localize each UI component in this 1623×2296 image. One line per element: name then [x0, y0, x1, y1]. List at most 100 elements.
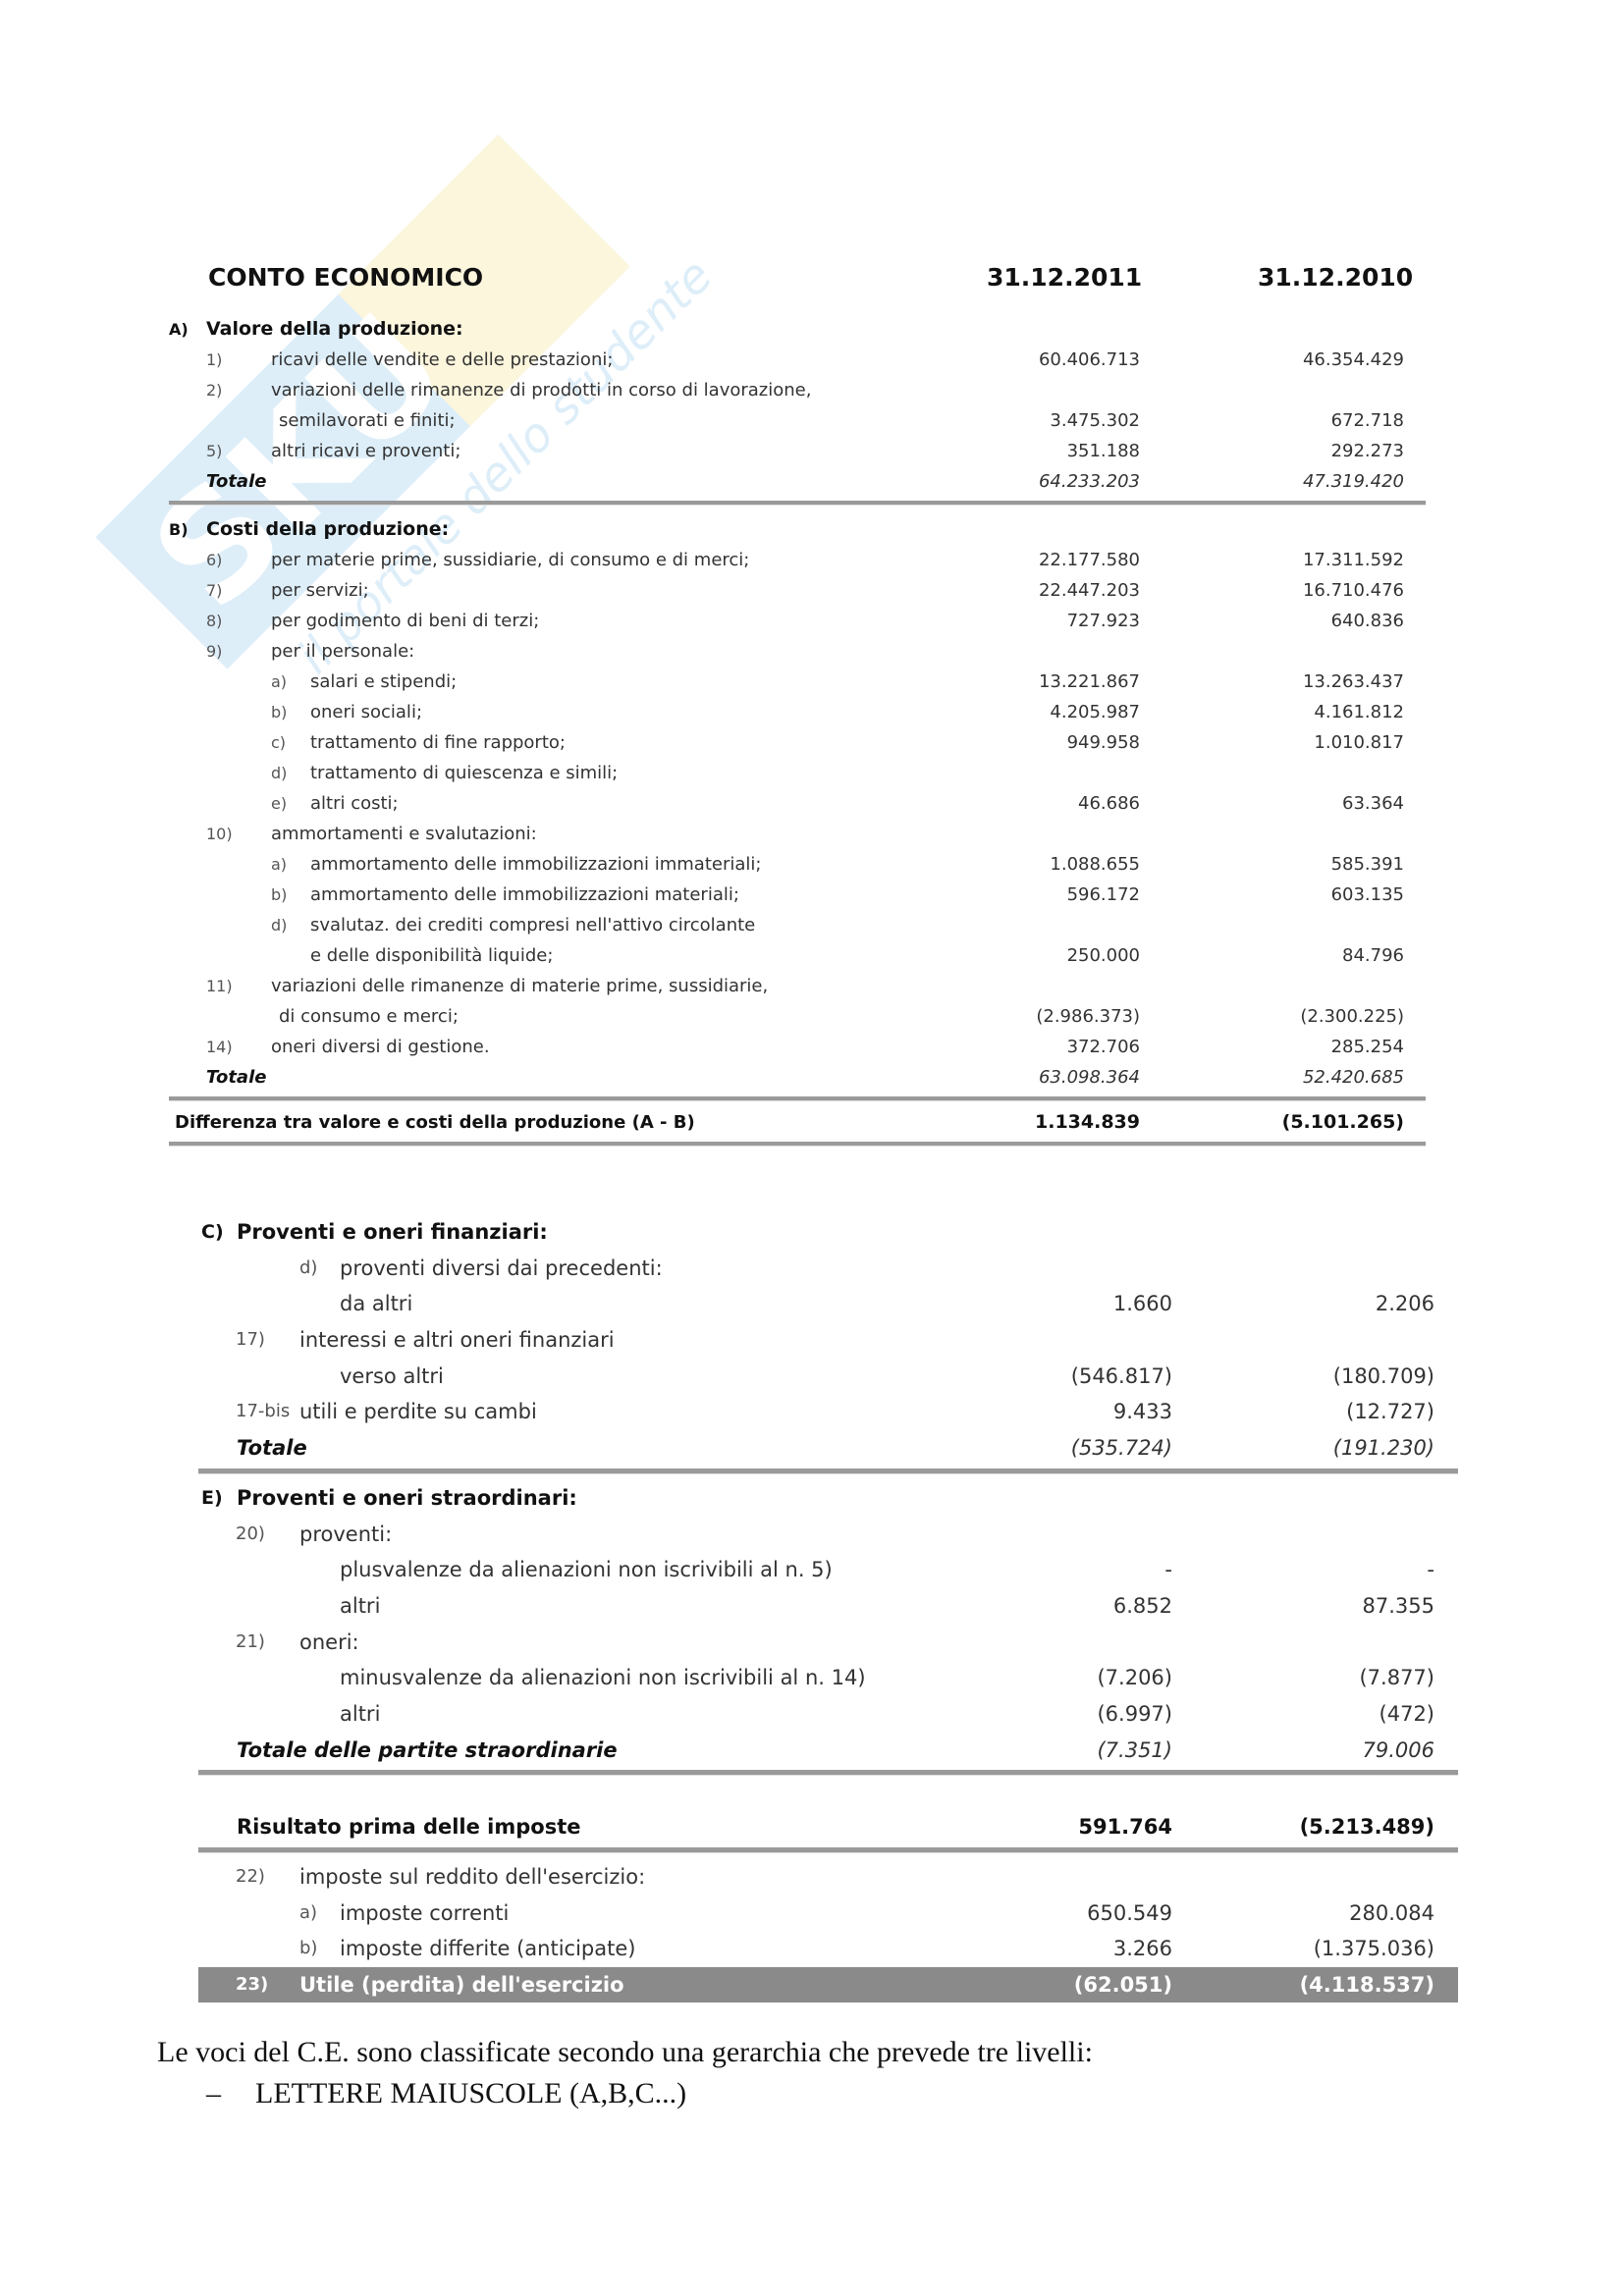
table-row: 6) per materie prime, sussidiarie, di con… — [169, 545, 1426, 575]
divider-line — [198, 1770, 1458, 1777]
body-paragraph: Le voci del C.E. sono classificate secon… — [157, 2036, 1093, 2068]
value-2011: 351.188 — [1066, 441, 1140, 461]
value-2011: 4.205.987 — [1050, 702, 1140, 722]
divider-line — [198, 1468, 1458, 1474]
value-2011: 3.266 — [1112, 1937, 1172, 1961]
section-row: C) Proventi e oneri finanziari: — [198, 1214, 1458, 1251]
row-number: 14) — [206, 1038, 233, 1056]
row-label: Costi della produzione: — [206, 518, 450, 540]
table-row: plusvalenze da alienazioni non iscrivibi… — [198, 1552, 1458, 1588]
value-2011: 1.134.839 — [1035, 1111, 1140, 1133]
table-row: b) imposte differite (anticipate) 3.266 (1.… — [198, 1931, 1458, 1967]
result-row: 23) Utile (perdita) dell'esercizio (62.051… — [198, 1967, 1458, 2003]
value-2010: (7.877) — [1359, 1666, 1434, 1690]
row-number: a) — [271, 672, 288, 691]
value-2010: 63.364 — [1342, 793, 1404, 814]
value-2011: 596.172 — [1066, 884, 1140, 905]
row-number: a) — [271, 855, 288, 874]
value-2010: 292.273 — [1330, 441, 1404, 461]
value-2011: 6.852 — [1112, 1593, 1172, 1618]
row-label: salari e stipendi; — [310, 671, 458, 692]
table-row: semilavorati e finiti; 3.475.302 672.718 — [169, 405, 1426, 436]
value-2011: 46.686 — [1078, 793, 1140, 814]
value-2011: (62.051) — [1073, 1973, 1172, 1998]
row-label: proventi diversi dai precedenti: — [340, 1255, 663, 1280]
value-2010: 640.836 — [1330, 611, 1404, 631]
value-2010: 84.796 — [1342, 945, 1404, 966]
row-number: A) — [169, 320, 189, 339]
divider-line — [169, 501, 1426, 506]
value-2010: 46.354.429 — [1302, 349, 1404, 370]
table-row: b) oneri sociali; 4.205.987 4.161.812 — [169, 697, 1426, 727]
row-number: b) — [299, 1938, 318, 1959]
value-2010: 16.710.476 — [1302, 580, 1404, 601]
value-2011: 22.447.203 — [1038, 580, 1140, 601]
value-2011: - — [1164, 1558, 1172, 1582]
value-2010: - — [1427, 1558, 1434, 1582]
production-table: A) Valore della produzione: 1) ricavi delle… — [169, 314, 1426, 1152]
value-2010: (1.375.036) — [1313, 1937, 1434, 1961]
divider-line — [169, 1096, 1426, 1101]
value-2010: 585.391 — [1330, 854, 1404, 875]
row-number: e) — [271, 794, 288, 813]
table-row: 17-bis utili e perdite su cambi 9.433 (12.7… — [198, 1394, 1458, 1430]
divider-line — [198, 1847, 1458, 1853]
row-label: Risultato prima delle imposte — [237, 1815, 581, 1840]
row-label: imposte sul reddito dell'esercizio: — [299, 1865, 646, 1889]
value-2011: (535.724) — [1070, 1436, 1172, 1461]
table-row: d) proventi diversi dai precedenti: — [198, 1251, 1458, 1287]
row-label: trattamento di fine rapporto; — [310, 732, 566, 753]
value-2011: 591.764 — [1078, 1815, 1172, 1840]
row-number: 1) — [206, 350, 223, 369]
row-label: ricavi delle vendite e delle prestazioni… — [271, 349, 614, 370]
row-number: a) — [299, 1901, 318, 1923]
table-row: e) altri costi; 46.686 63.364 — [169, 788, 1426, 819]
table-row: 21) oneri: — [198, 1625, 1458, 1661]
row-label: oneri sociali; — [310, 702, 423, 722]
value-2010: 47.319.420 — [1302, 471, 1404, 492]
value-2011: 1.660 — [1112, 1292, 1172, 1316]
value-2011: 250.000 — [1066, 945, 1140, 966]
value-2010: (5.213.489) — [1299, 1815, 1434, 1840]
row-label: Totale — [206, 1067, 267, 1088]
table-row: di consumo e merci; (2.986.373) (2.300.225… — [169, 1001, 1426, 1032]
value-2011: 949.958 — [1066, 732, 1140, 753]
row-label: ammortamento delle immobilizzazioni imma… — [310, 854, 762, 875]
row-number: 17) — [236, 1329, 265, 1351]
row-label: Differenza tra valore e costi della prod… — [175, 1112, 695, 1133]
section-row: A) Valore della produzione: — [169, 314, 1426, 345]
value-2010: (2.300.225) — [1300, 1006, 1404, 1027]
value-2011: 64.233.203 — [1038, 471, 1140, 492]
row-label: interessi e altri oneri finanziari — [299, 1328, 615, 1353]
value-2010: 13.263.437 — [1302, 671, 1404, 692]
row-number: d) — [271, 764, 288, 782]
table-row: 14) oneri diversi di gestione. 372.706 285.… — [169, 1032, 1426, 1062]
row-number: b) — [271, 885, 288, 904]
row-number: 9) — [206, 642, 223, 661]
row-number: 22) — [236, 1866, 265, 1887]
value-2011: (7.351) — [1097, 1737, 1172, 1762]
table-row: a) ammortamento delle immobilizzazioni im… — [169, 849, 1426, 880]
divider-line — [169, 1142, 1426, 1147]
table-row: c) trattamento di fine rapporto; 949.958 1.… — [169, 727, 1426, 758]
table-row: 20) proventi: — [198, 1517, 1458, 1553]
table-row: a) imposte correnti 650.549 280.084 — [198, 1896, 1458, 1932]
value-2010: 285.254 — [1330, 1037, 1404, 1057]
value-2011: 22.177.580 — [1038, 550, 1140, 570]
table-row: 22) imposte sul reddito dell'esercizio: — [198, 1859, 1458, 1896]
table-row: 8) per godimento di beni di terzi; 727.923… — [169, 606, 1426, 636]
column-header-2010: 31.12.2010 — [1258, 263, 1414, 292]
table-row: 2) variazioni delle rimanenze di prodotti… — [169, 375, 1426, 405]
value-2010: 280.084 — [1349, 1900, 1434, 1925]
row-label: variazioni delle rimanenze di prodotti i… — [271, 380, 812, 400]
financial-table: C) Proventi e oneri finanziari: d) proventi… — [198, 1214, 1458, 2003]
section-row: B) Costi della produzione: — [169, 514, 1426, 545]
value-2010: 2.206 — [1375, 1292, 1434, 1316]
table-row: d) svalutaz. dei crediti compresi nell'at… — [169, 910, 1426, 940]
row-label: Totale — [206, 471, 267, 492]
row-label: proventi: — [299, 1522, 393, 1546]
value-2010: (4.118.537) — [1299, 1973, 1434, 1998]
value-2011: (2.986.373) — [1036, 1006, 1140, 1027]
spacer — [198, 1782, 1458, 1809]
row-number: 20) — [236, 1522, 265, 1544]
